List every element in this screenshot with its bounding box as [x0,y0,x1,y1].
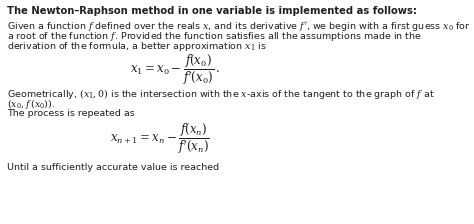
Text: $x_1 = x_0 - \dfrac{f(x_0)}{f'(x_0)}\,.$: $x_1 = x_0 - \dfrac{f(x_0)}{f'(x_0)}\,.$ [130,53,220,87]
Text: Given a function $f$ defined over the reals $x$, and its derivative $f'$, we beg: Given a function $f$ defined over the re… [7,20,471,33]
Text: derivation of the formula, a better approximation $x_1$ is: derivation of the formula, a better appr… [7,40,267,53]
Text: Geometrically, $(x_1, 0)$ is the intersection with the $x$-axis of the tangent t: Geometrically, $(x_1, 0)$ is the interse… [7,87,435,101]
Text: Until a sufficiently accurate value is reached: Until a sufficiently accurate value is r… [7,163,219,172]
Text: The process is repeated as: The process is repeated as [7,109,135,118]
Text: a root of the function $f$. Provided the function satisfies all the assumptions : a root of the function $f$. Provided the… [7,30,422,43]
Text: $x_{n+1} = x_n - \dfrac{f(x_n)}{f'(x_n)}$: $x_{n+1} = x_n - \dfrac{f(x_n)}{f'(x_n)}… [110,122,210,156]
Text: $(x_0, f\,(x_0))$.: $(x_0, f\,(x_0))$. [7,97,55,111]
Text: The Newton–Raphson method in one variable is implemented as follows:: The Newton–Raphson method in one variabl… [7,6,417,16]
